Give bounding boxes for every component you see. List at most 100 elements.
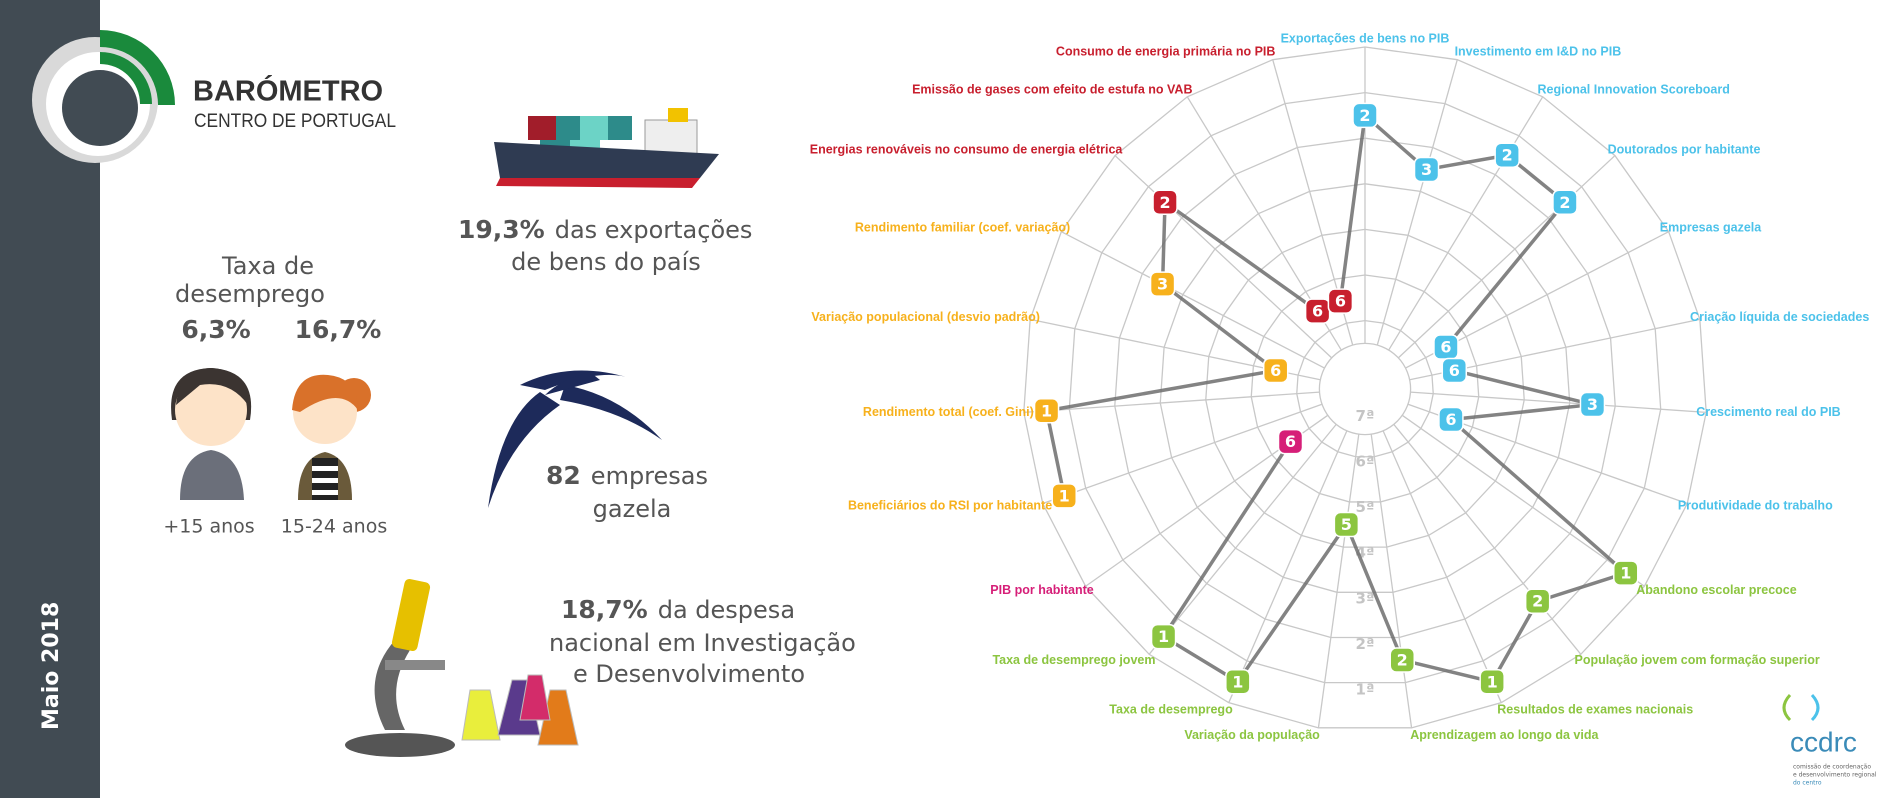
gazelle-value: 82 xyxy=(546,461,581,490)
logo xyxy=(32,30,175,163)
grid-ring xyxy=(1114,137,1616,639)
rank-marker xyxy=(1438,406,1464,433)
rank-label: 2 xyxy=(1532,592,1543,611)
ccdrc-line: e desenvolvimento regional xyxy=(1793,772,1877,779)
rank-label: 6 xyxy=(1312,302,1323,321)
gazelle-line: gazela xyxy=(593,495,672,523)
spoke xyxy=(1042,403,1323,505)
spoke xyxy=(1410,391,1707,413)
category-label: Energias renováveis no consumo de energi… xyxy=(810,142,1124,156)
unemployment-title: Taxa de xyxy=(221,252,314,280)
category-label: Consumo de energia primária no PIB xyxy=(1056,44,1276,58)
gazelle-stat: 82 empresas xyxy=(546,461,708,490)
rank-marker xyxy=(1333,511,1360,538)
rank-marker xyxy=(1150,623,1177,650)
ccdrc-name: ccdrc xyxy=(1790,726,1857,757)
radar-line xyxy=(1161,114,1628,684)
rank-label: 2 xyxy=(1159,193,1170,212)
unemployment-value: 16,7% xyxy=(295,315,382,344)
radar-chart: 1ª2ª3ª4ª5ª6ª7ª23226636121251161163266Exp… xyxy=(810,31,1870,742)
spoke xyxy=(1228,430,1348,703)
rank-label: 1 xyxy=(1620,564,1631,583)
rank-marker xyxy=(1327,288,1354,314)
grid-ring xyxy=(1159,183,1571,593)
spoke xyxy=(1023,391,1320,413)
rank-label: 1 xyxy=(1059,486,1070,505)
microscope-icon xyxy=(345,578,455,757)
category-label: Emissão de gases com efeito de estufa no… xyxy=(912,82,1192,96)
spoke xyxy=(1370,434,1413,728)
r-tick-label: 1ª xyxy=(1356,680,1375,698)
category-label: Produtividade do trabalho xyxy=(1678,499,1833,513)
rank-marker xyxy=(1413,156,1440,183)
rank-marker xyxy=(1152,189,1178,216)
spoke xyxy=(1061,231,1325,369)
research-line: da despesa xyxy=(658,596,795,624)
grid-ring xyxy=(1205,228,1525,548)
rank-label: 6 xyxy=(1335,292,1346,311)
rank-label: 6 xyxy=(1445,410,1456,429)
spoke xyxy=(1393,423,1582,655)
logo-subtitle: CENTRO DE PORTUGAL xyxy=(194,111,396,132)
category-label: Taxa de desemprego xyxy=(1109,702,1233,716)
r-tick-label: 7ª xyxy=(1356,407,1375,425)
category-label: Empresas gazela xyxy=(1660,220,1762,234)
category-label: Abandono escolar precoce xyxy=(1636,583,1797,597)
rank-marker xyxy=(1613,560,1639,586)
category-label: Variação da população xyxy=(1184,728,1320,742)
spoke xyxy=(1114,155,1333,359)
date: Maio 2018 xyxy=(39,602,64,730)
spoke xyxy=(1376,59,1458,346)
rank-marker xyxy=(1225,669,1251,695)
r-tick-label: 2ª xyxy=(1356,635,1375,653)
grid-ring xyxy=(1296,319,1434,458)
r-tick-label: 3ª xyxy=(1356,589,1375,607)
category-label: PIB por habitante xyxy=(990,583,1094,597)
rank-label: 6 xyxy=(1285,432,1296,451)
category-label: Rendimento total (coef. Gini) xyxy=(863,405,1034,419)
grid-ring xyxy=(1023,46,1707,729)
rank-label: 1 xyxy=(1232,672,1243,691)
exports-line: de bens do país xyxy=(511,248,701,276)
spoke xyxy=(1382,430,1502,703)
category-label: Investimento em I&D no PIB xyxy=(1455,44,1622,58)
ccdrc-logo xyxy=(1782,693,1820,722)
exports-value: 19,3% xyxy=(458,215,545,244)
age-label: +15 anos xyxy=(163,516,254,538)
rank-label: 1 xyxy=(1487,672,1498,691)
rank-marker xyxy=(1389,647,1416,673)
rank-marker xyxy=(1579,391,1606,418)
rank-marker xyxy=(1552,189,1578,216)
rank-label: 2 xyxy=(1559,193,1570,212)
category-label: Regional Innovation Scoreboard xyxy=(1538,82,1730,96)
rank-marker xyxy=(1262,357,1289,384)
rank-marker xyxy=(1479,669,1505,695)
research-value: 18,7% xyxy=(561,595,648,624)
rank-marker xyxy=(1524,588,1551,614)
ccdrc-line: comissão de coordenação xyxy=(1793,764,1871,771)
category-label: Beneficiários do RSI por habitante xyxy=(848,499,1052,513)
age-label: 15-24 anos xyxy=(281,516,387,538)
gazelle-line: empresas xyxy=(591,462,708,490)
gazelle-icon xyxy=(488,370,662,508)
category-label: Taxa de desemprego jovem xyxy=(992,653,1155,667)
rank-marker xyxy=(1494,142,1520,168)
rank-label: 6 xyxy=(1449,361,1460,380)
unemployment-value: 6,3% xyxy=(181,315,250,344)
category-label: Doutorados por habitante xyxy=(1608,142,1761,156)
ship-icon xyxy=(494,108,719,188)
rank-label: 6 xyxy=(1270,361,1281,380)
r-tick-label: 5ª xyxy=(1356,498,1375,516)
category-label: Variação populacional (desvio padrão) xyxy=(811,310,1040,324)
category-label: Exportações de bens no PIB xyxy=(1281,31,1450,45)
category-label: Aprendizagem ao longo da vida xyxy=(1410,728,1599,742)
rank-label: 3 xyxy=(1157,275,1168,294)
spoke xyxy=(1317,434,1360,728)
rank-marker xyxy=(1051,483,1077,509)
grid-ring xyxy=(1318,342,1412,436)
grid-ring xyxy=(1250,274,1480,503)
r-tick-label: 6ª xyxy=(1356,452,1375,470)
spoke xyxy=(1397,155,1616,359)
rank-label: 1 xyxy=(1158,627,1169,646)
